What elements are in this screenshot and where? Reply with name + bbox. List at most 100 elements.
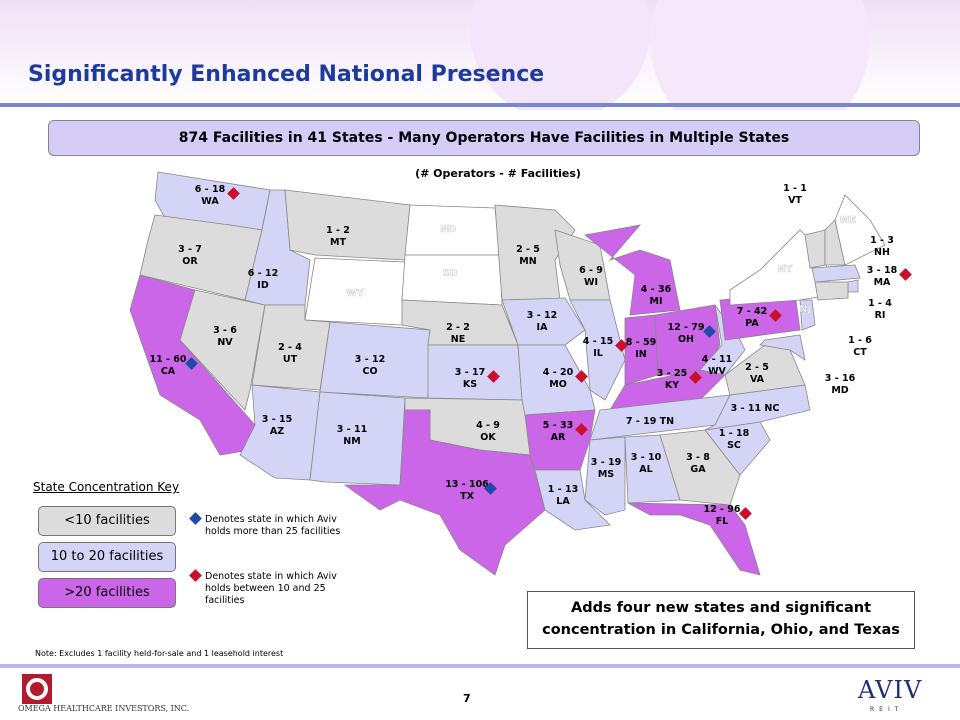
state <box>799 299 816 331</box>
footer: OMEGA HEALTHCARE INVESTORS, INC. 7 AVIV … <box>0 664 960 720</box>
state-value: 11 - 60 <box>150 354 187 365</box>
marker <box>185 357 198 370</box>
state-value: 2 - 5 <box>516 244 540 255</box>
marker <box>487 370 500 383</box>
state-value: 12 - 96 <box>704 504 741 515</box>
state-value: 3 - 8 <box>686 452 710 463</box>
state <box>534 469 611 531</box>
state-code: NJ <box>799 304 811 315</box>
state-label: 7 - 19 TN <box>626 416 674 427</box>
state-value: 3 - 18 <box>867 265 898 276</box>
state-value: 3 - 16 <box>825 373 856 384</box>
state-code: CT <box>853 347 867 358</box>
state-value: 3 - 7 <box>178 244 202 255</box>
state-value: 3 - 11 <box>337 424 367 435</box>
state-code: CO <box>362 366 377 377</box>
marker <box>899 268 912 281</box>
state <box>814 281 849 301</box>
state-value: 3 - 19 <box>591 457 621 468</box>
state-code: TN <box>660 416 674 427</box>
page-number: 7 <box>463 692 471 705</box>
state-code: MS <box>598 469 614 480</box>
state-value: 1 - 4 <box>868 298 892 309</box>
state-value: 4 - 11 <box>702 354 732 365</box>
state-value: 4 - 9 <box>476 420 500 431</box>
state <box>401 254 503 306</box>
state-value: 3 - 25 <box>657 368 687 379</box>
state-code: ND <box>440 224 456 235</box>
state-code: LA <box>556 496 570 507</box>
state-code: MA <box>874 277 891 288</box>
state-code: GA <box>690 464 706 475</box>
state-code: SC <box>727 440 741 451</box>
state <box>759 334 806 361</box>
state-value: 5 - 33 <box>543 420 573 431</box>
state <box>834 194 886 266</box>
state-code: NE <box>451 334 465 345</box>
state-code: PA <box>745 318 759 329</box>
state-value: 2 - 5 <box>745 362 769 373</box>
state-code: TX <box>460 491 474 502</box>
state-code: NM <box>343 436 360 447</box>
key-item: >20 facilities <box>38 578 176 608</box>
state-value: 7 - 19 <box>626 416 656 427</box>
state-value: 3 - 6 <box>213 325 237 336</box>
state-value: 3 - 12 <box>355 354 385 365</box>
left-logo: OMEGA HEALTHCARE INVESTORS, INC. <box>18 704 190 713</box>
state-value: 1 - 6 <box>848 335 872 346</box>
state-value: 4 - 15 <box>583 336 613 347</box>
state-code: WY <box>346 288 363 299</box>
key-title: State Concentration Key <box>33 480 180 494</box>
state-code: MD <box>831 385 848 396</box>
callout: Adds four new states and significant con… <box>527 591 915 649</box>
marker-legend-text: Denotes state in which Aviv holds betwee… <box>205 571 337 606</box>
state-code: NV <box>217 337 233 348</box>
state-code: NY <box>778 264 793 275</box>
state-value: 8 - 59 <box>626 337 656 348</box>
state-value: 1 - 1 <box>783 183 807 194</box>
state-code: MN <box>519 256 536 267</box>
marker <box>739 507 752 520</box>
right-logo: AVIV <box>858 676 923 704</box>
state-value: 1 - 18 <box>719 428 750 439</box>
state <box>627 502 761 576</box>
banner: 874 Facilities in 41 States - Many Opera… <box>48 120 920 156</box>
state-code: IA <box>537 322 549 333</box>
state-code: MO <box>549 379 567 390</box>
state-code: WI <box>584 277 598 288</box>
state-code: SD <box>443 268 458 279</box>
header-bg <box>0 0 960 110</box>
state-code: UT <box>283 354 298 365</box>
state-code: AZ <box>270 426 284 437</box>
state-value: 3 - 11 <box>731 403 761 414</box>
state-code: NH <box>874 247 890 258</box>
state-value: 6 - 12 <box>248 268 278 279</box>
state <box>847 279 859 293</box>
state-code: KS <box>463 379 477 390</box>
state-value: 1 - 2 <box>326 225 350 236</box>
state-value: 3 - 17 <box>455 367 485 378</box>
state <box>659 429 741 506</box>
marker <box>484 482 497 495</box>
state-code: MI <box>650 296 663 307</box>
state-value: 6 - 9 <box>579 265 603 276</box>
note: Note: Excludes 1 facility held-for-sale … <box>35 649 284 658</box>
state-code: KY <box>665 380 679 391</box>
state-value: 7 - 42 <box>737 306 767 317</box>
state-code: IL <box>593 348 603 359</box>
state <box>309 391 406 486</box>
state-value: 4 - 20 <box>543 367 574 378</box>
marker-legend-text: Denotes state in which Aviv holds more t… <box>205 514 341 537</box>
state <box>501 297 586 346</box>
state-code: NC <box>764 403 779 414</box>
state-code: AR <box>551 432 566 443</box>
state-value: 3 - 10 <box>631 452 662 463</box>
state-code: FL <box>716 516 729 527</box>
state-code: IN <box>635 349 647 360</box>
state <box>724 344 806 396</box>
state <box>584 436 626 516</box>
marker <box>227 187 240 200</box>
state-value: 2 - 4 <box>278 342 302 353</box>
marker-legend: Denotes state in which Aviv holds more t… <box>189 512 355 538</box>
